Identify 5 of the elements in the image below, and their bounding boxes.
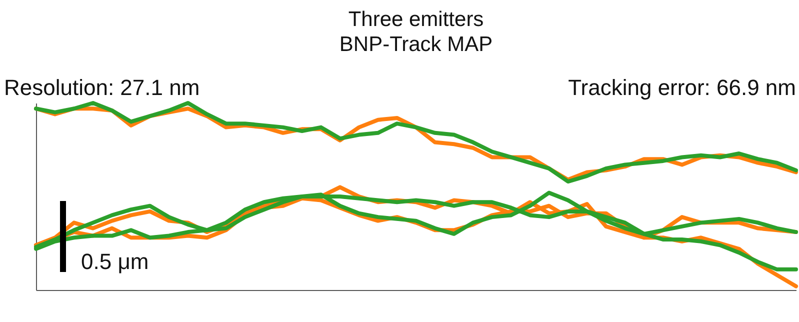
chart-subtitle: BNP-Track MAP xyxy=(339,33,493,56)
annotation: 0.5 μm xyxy=(81,249,149,274)
text: Tracking error: 66.9 nm xyxy=(568,75,796,100)
text: Resolution: 27.1 nm xyxy=(4,75,200,100)
chart-title: Three emitters xyxy=(348,8,484,31)
